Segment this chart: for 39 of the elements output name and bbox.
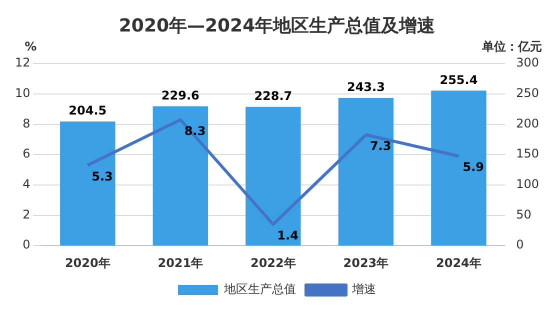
y-tick-label: 0: [22, 238, 30, 252]
y2-tick-label: 300: [516, 56, 539, 70]
bar: [431, 90, 486, 246]
bar: [60, 122, 116, 246]
data-label: 243.3: [346, 80, 385, 94]
y-axis-title: %: [24, 40, 37, 54]
y2-tick-label: 250: [516, 86, 539, 100]
bar: [338, 98, 394, 246]
legend-label: 地区生产总值: [223, 282, 296, 296]
y2-tick-label: 150: [516, 146, 539, 161]
y-tick-label: 8: [22, 116, 30, 130]
data-label: 7.3: [370, 139, 392, 154]
data-label: 5.9: [462, 160, 484, 174]
data-label: 255.4: [440, 72, 478, 87]
y2-axis-title: 单位：亿元: [481, 40, 542, 54]
chart-title: 2020年—2024年地区生产总值及增速: [118, 15, 436, 36]
x-tick-label: 2022年: [250, 256, 296, 270]
x-tick-label: 2024年: [436, 256, 482, 270]
data-label: 1.4: [277, 228, 298, 242]
y2-tick-label: 100: [516, 177, 539, 192]
y2-tick-label: 50: [516, 207, 532, 222]
y-tick-label: 4: [22, 177, 30, 192]
data-label: 5.3: [92, 169, 113, 184]
x-tick-label: 2020年: [64, 256, 110, 270]
x-tick-label: 2021年: [158, 256, 204, 270]
data-label: 229.6: [161, 88, 200, 102]
y-tick-label: 2: [22, 207, 30, 222]
y-tick-label: 12: [14, 56, 30, 70]
y-tick-label: 10: [14, 86, 30, 100]
legend-label: 增速: [351, 282, 376, 296]
y2-tick-label: 0: [516, 238, 524, 252]
data-label: 228.7: [254, 88, 292, 103]
bar: [152, 106, 208, 246]
x-tick-label: 2023年: [343, 256, 389, 270]
y-tick-label: 6: [22, 146, 30, 161]
bar: [246, 106, 301, 246]
y2-tick-label: 200: [516, 116, 539, 130]
data-label: 8.3: [184, 124, 206, 138]
data-label: 204.5: [68, 104, 107, 118]
